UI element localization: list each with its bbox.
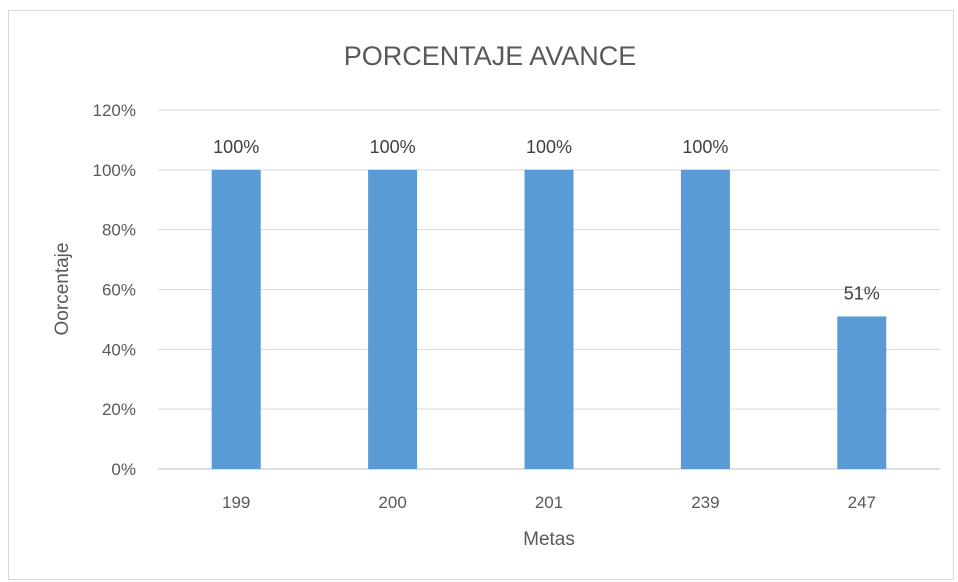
bar-247 xyxy=(837,316,887,469)
chart-frame xyxy=(8,10,954,580)
bar-199 xyxy=(211,169,261,470)
y-axis-title: Oorcentaje xyxy=(52,243,73,336)
y-tick-label: 40% xyxy=(102,340,136,359)
data-label-201: 100% xyxy=(526,137,572,157)
y-tick-label: 100% xyxy=(93,161,136,180)
y-tick-label: 0% xyxy=(111,460,136,479)
x-axis-ticks: 199 200 201 239 247 xyxy=(222,493,876,512)
x-tick-label: 239 xyxy=(691,493,719,512)
bar-239 xyxy=(680,169,730,470)
data-label-239: 100% xyxy=(682,137,728,157)
data-labels: 100% 100% 100% 100% 51% xyxy=(213,137,880,304)
x-axis-title: Metas xyxy=(523,529,575,550)
y-tick-label: 20% xyxy=(102,400,136,419)
chart-title: PORCENTAJE AVANCE xyxy=(344,41,637,71)
x-tick-label: 199 xyxy=(222,493,250,512)
bar-201 xyxy=(524,169,574,470)
data-label-247: 51% xyxy=(844,283,880,303)
y-tick-label: 120% xyxy=(93,101,136,120)
y-axis-ticks: 0% 20% 40% 60% 80% 100% 120% xyxy=(93,101,136,479)
x-tick-label: 200 xyxy=(378,493,406,512)
y-tick-label: 60% xyxy=(102,281,136,300)
bars xyxy=(211,169,887,470)
y-tick-label: 80% xyxy=(102,221,136,240)
x-tick-label: 247 xyxy=(848,493,876,512)
data-label-200: 100% xyxy=(370,137,416,157)
bar-200 xyxy=(368,169,418,470)
data-label-199: 100% xyxy=(213,137,259,157)
x-tick-label: 201 xyxy=(535,493,563,512)
